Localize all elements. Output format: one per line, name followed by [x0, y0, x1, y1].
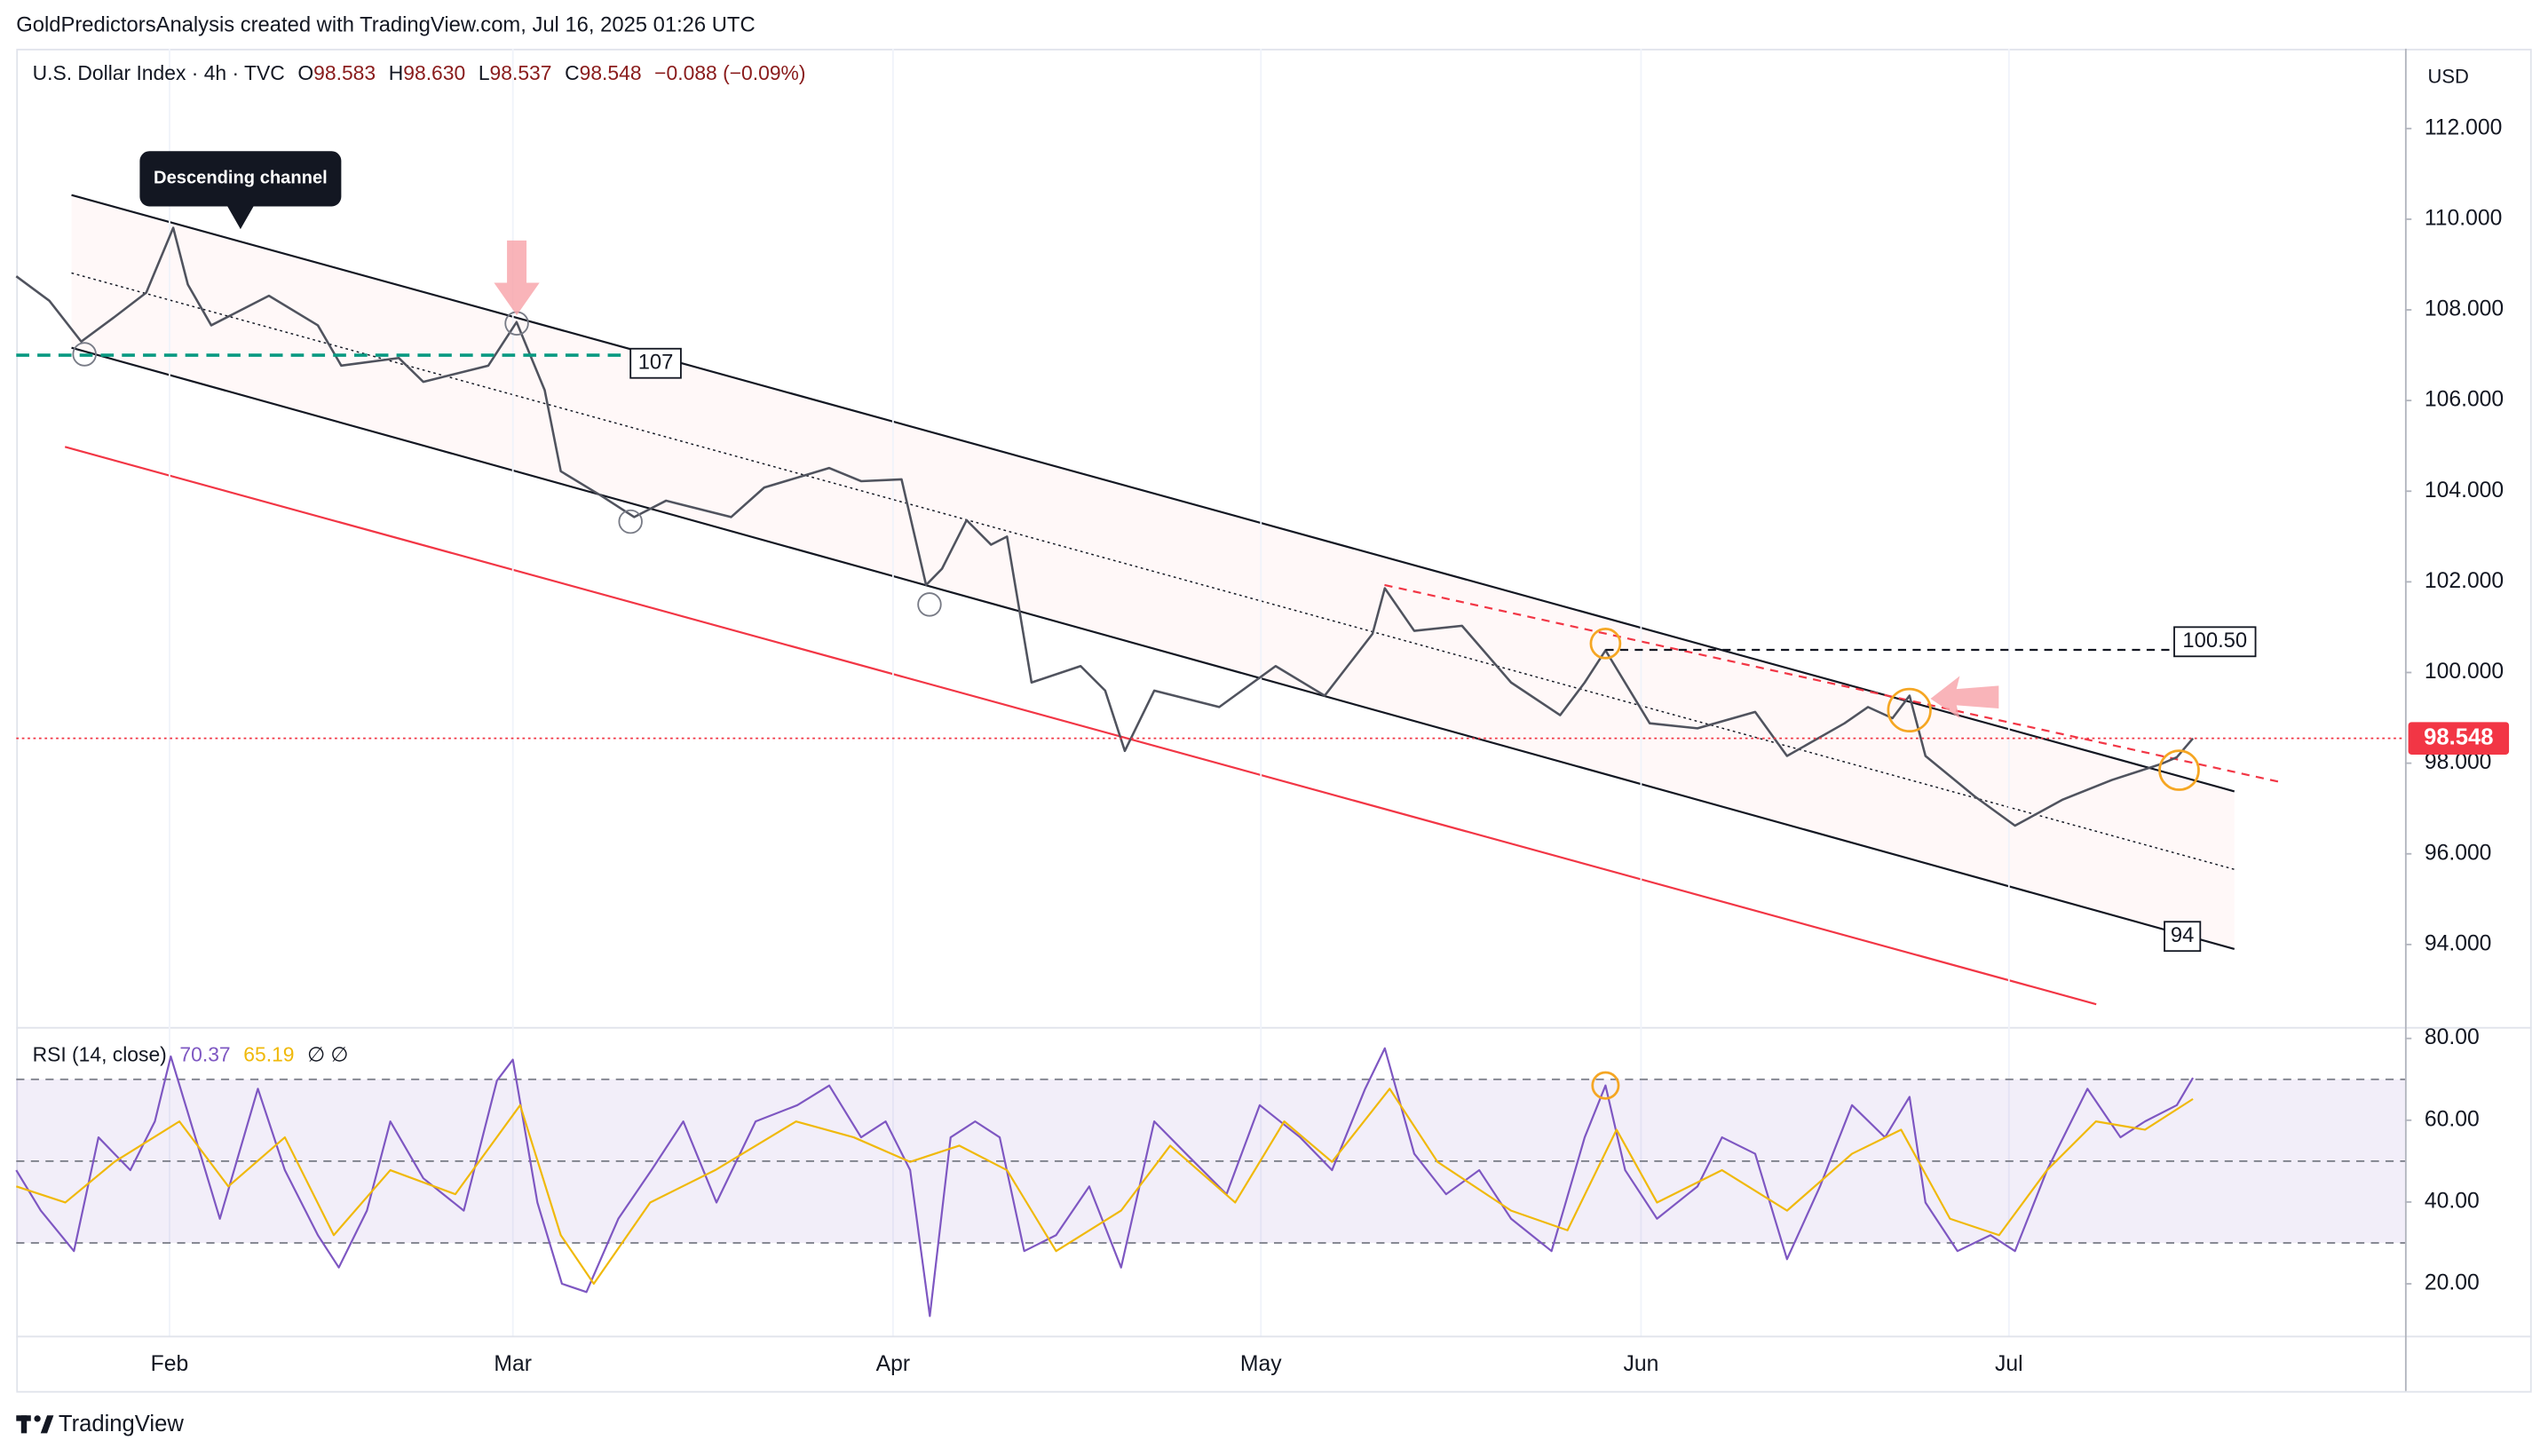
ohlc-label: L — [479, 61, 490, 84]
x-tick-label: Jul — [1995, 1352, 2023, 1376]
ohlc-value: 98.548 — [580, 61, 642, 84]
current-price-label: 98.548 — [2424, 724, 2493, 749]
pivot-circle — [618, 509, 643, 534]
symbol: U.S. Dollar Index · 4h · TVC — [33, 61, 285, 84]
x-tick-label: Feb — [151, 1352, 189, 1376]
y-tick-label: 108.000 — [2425, 297, 2504, 321]
level-box — [629, 347, 682, 379]
plot: Feb Mar Apr May Jun Jul 112.000 110.000 108.000 1… — [15, 48, 2510, 1376]
x-tick-label: Mar — [494, 1352, 532, 1376]
rsi-line — [15, 1088, 2194, 1286]
y-tick-label: 102.000 — [2425, 569, 2504, 593]
brand: TradingView — [59, 1412, 184, 1436]
currency: USD — [2428, 66, 2469, 88]
rsi-placeholders: ∅ ∅ — [307, 1043, 348, 1066]
highlight-circles — [1589, 627, 2200, 1100]
rsi-readout: 65.19 — [243, 1043, 294, 1066]
logo-part — [34, 1415, 41, 1422]
rsi-tick-label: 40.00 — [2425, 1189, 2480, 1213]
change: −0.088 (−0.09%) — [654, 61, 805, 84]
credit: GoldPredictorsAnalysis created with Trad… — [16, 13, 755, 37]
y-tick-label: 112.000 — [2425, 115, 2502, 139]
level-box — [2164, 921, 2202, 953]
ohlc-value: 98.630 — [403, 61, 465, 84]
price-line — [15, 226, 2195, 827]
annotation-text: Descending channel — [154, 169, 328, 188]
brand-logo — [16, 1415, 54, 1434]
level-label: 107 — [638, 351, 674, 375]
y-tick-label: 106.000 — [2425, 388, 2504, 412]
pivot-circle — [72, 342, 97, 367]
rsi-tick-label: 20.00 — [2425, 1271, 2480, 1295]
frame — [16, 48, 2532, 1393]
x-tick-label: May — [1240, 1352, 1282, 1376]
level-box — [2173, 626, 2257, 658]
rsi-tick-label: 60.00 — [2425, 1107, 2480, 1131]
ohlc-label: C — [565, 61, 580, 84]
arrow-down — [494, 240, 540, 316]
annotation-pointer — [227, 206, 254, 230]
ohlc-label: H — [389, 61, 404, 84]
pivot-circles — [72, 311, 942, 617]
ohlc-value: 98.537 — [490, 61, 552, 84]
highlight-circle — [1591, 1071, 1620, 1100]
arrow-left — [1930, 676, 1999, 719]
channel-lower — [71, 346, 2235, 950]
ohlc-label: O — [297, 61, 313, 84]
rsi-readout: 70.37 — [179, 1043, 230, 1066]
level-label: 100.50 — [2182, 629, 2247, 653]
y-tick-label: 96.000 — [2425, 841, 2492, 865]
rsi-legend: RSI (14, close) 70.37 65.19 ∅ ∅ — [33, 1043, 349, 1066]
highlight-circle — [2158, 749, 2200, 791]
channel-extension — [64, 446, 2097, 1006]
pivot-circle — [917, 592, 942, 617]
rsi-tick-label: 80.00 — [2425, 1025, 2480, 1049]
highlight-circle — [1589, 627, 1622, 660]
y-tick-label: 104.000 — [2425, 479, 2504, 502]
level-label: 94 — [2171, 923, 2194, 947]
outer-border — [16, 48, 2532, 1393]
annotation-bubble — [139, 151, 342, 207]
rsi-title: RSI (14, close) — [33, 1043, 167, 1066]
y-tick-label: 110.000 — [2425, 206, 2502, 230]
rsi-line — [15, 1047, 2195, 1318]
symbol-legend: U.S. Dollar Index · 4h · TVC O98.583 H98.6… — [33, 61, 806, 84]
y-tick-label: 100.000 — [2425, 660, 2504, 684]
highlight-circle — [1887, 687, 1932, 733]
channel-mid — [71, 272, 2235, 870]
current-price-tag — [2408, 722, 2510, 755]
logo-part — [40, 1415, 54, 1434]
x-tick-label: Jun — [1624, 1352, 1659, 1376]
y-tick-label: 94.000 — [2425, 931, 2492, 955]
x-tick-label: Apr — [876, 1352, 910, 1376]
trendline — [1384, 583, 2279, 783]
logo-part — [20, 1415, 28, 1434]
ohlc-value: 98.583 — [313, 61, 376, 84]
